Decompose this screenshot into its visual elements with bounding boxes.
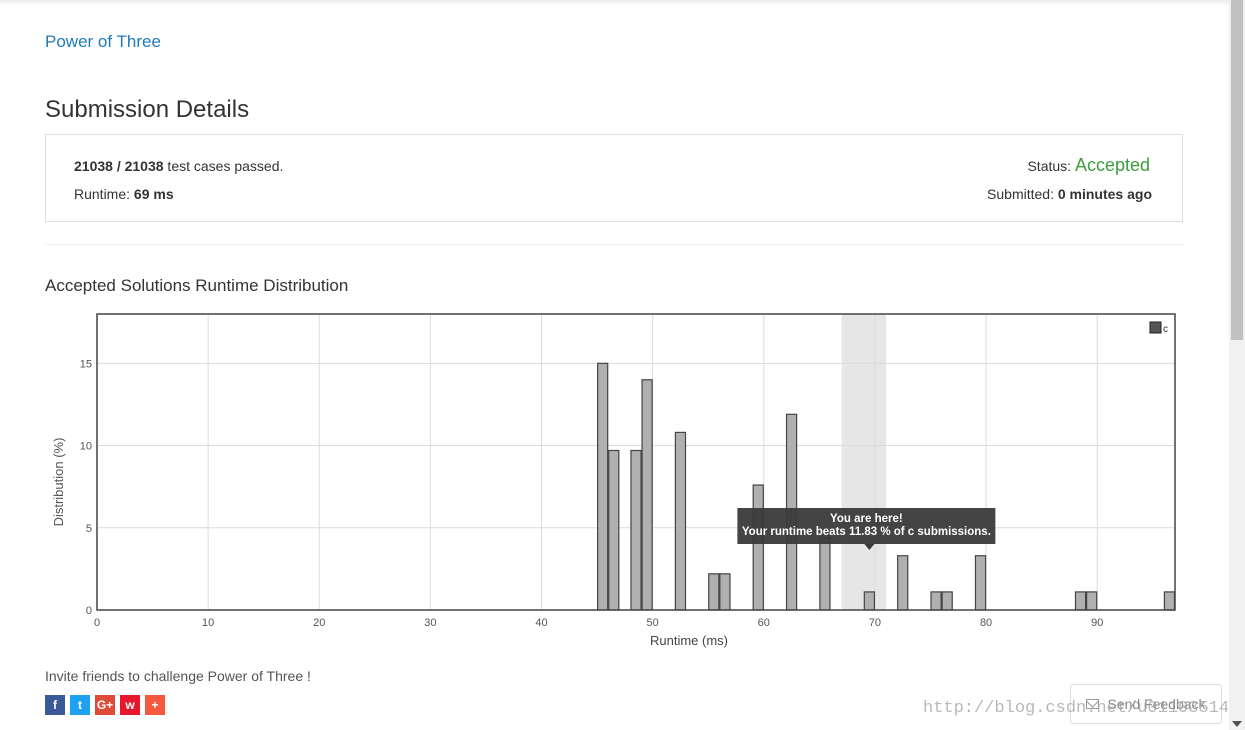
- twitter-icon[interactable]: t: [70, 695, 90, 715]
- distribution-bar: [974, 555, 987, 611]
- y-tick-label: 0: [86, 605, 92, 617]
- distribution-bar: [819, 537, 831, 611]
- y-axis-label: Distribution (%): [51, 438, 66, 527]
- y-tick-label: 5: [86, 523, 92, 535]
- distribution-bar: [674, 431, 687, 611]
- x-tick-label: 20: [313, 617, 325, 629]
- distribution-bar: [1074, 591, 1087, 611]
- distribution-bar: [630, 449, 642, 611]
- runtime-summary: Runtime: 69 ms: [74, 186, 174, 202]
- problem-link[interactable]: Power of Three: [45, 32, 161, 51]
- distribution-title: Accepted Solutions Runtime Distribution: [45, 276, 349, 295]
- your-runtime-band: [841, 314, 887, 610]
- submitted-label: Submitted:: [987, 186, 1058, 202]
- submitted-summary: Submitted: 0 minutes ago: [987, 186, 1152, 202]
- send-feedback-label: Send Feedback: [1107, 696, 1206, 712]
- distribution-bar: [752, 484, 764, 611]
- scroll-down-arrow-icon[interactable]: [1232, 721, 1242, 727]
- google-plus-icon[interactable]: G+: [95, 695, 115, 715]
- legend-swatch: [1149, 321, 1162, 334]
- tests-suffix: test cases passed.: [163, 158, 284, 174]
- distribution-bar: [1085, 591, 1098, 611]
- invite-text: Invite friends to challenge Power of Thr…: [45, 668, 311, 684]
- tooltip-body: Your runtime beats 11.83 % of c submissi…: [742, 526, 991, 538]
- tests-separator: /: [112, 158, 125, 174]
- send-feedback-button[interactable]: Send Feedback: [1070, 684, 1222, 724]
- x-tick-label: 10: [202, 617, 214, 629]
- distribution-bar: [930, 591, 942, 611]
- runtime-value: 69 ms: [133, 186, 174, 202]
- mail-icon: [1086, 699, 1100, 709]
- distribution-bar: [1163, 591, 1176, 611]
- tests-passed-count: 21038: [74, 158, 113, 174]
- x-tick-label: 80: [980, 617, 992, 629]
- x-tick-label: 50: [647, 617, 659, 629]
- distribution-bar: [608, 449, 620, 611]
- status-summary: Status: Accepted: [1027, 155, 1150, 176]
- submission-details-panel: 21038 / 21038 test cases passed. Runtime…: [45, 134, 1183, 222]
- x-tick-label: 60: [758, 617, 770, 629]
- x-tick-label: 0: [94, 617, 100, 629]
- section-divider: [45, 244, 1183, 245]
- runtime-tooltip: [737, 508, 996, 544]
- x-axis-label: Runtime (ms): [650, 633, 728, 648]
- y-tick-label: 15: [80, 358, 92, 370]
- test-cases-summary: 21038 / 21038 test cases passed.: [74, 158, 283, 174]
- runtime-label: Runtime:: [74, 186, 134, 202]
- distribution-bar: [597, 362, 609, 611]
- submitted-value: 0 minutes ago: [1057, 186, 1152, 202]
- plot-frame: [96, 313, 1176, 611]
- tests-total-count: 21038: [124, 158, 164, 174]
- distribution-bar: [641, 379, 653, 611]
- x-tick-label: 40: [535, 617, 547, 629]
- status-label: Status:: [1027, 158, 1075, 174]
- header-shadow: [0, 0, 1229, 6]
- distribution-bar: [941, 591, 953, 611]
- facebook-icon[interactable]: f: [45, 695, 65, 715]
- y-tick-label: 10: [80, 441, 92, 453]
- status-value[interactable]: Accepted: [1074, 155, 1150, 175]
- weibo-icon[interactable]: w: [120, 695, 140, 715]
- tooltip-pointer: [864, 544, 875, 550]
- distribution-bar: [897, 555, 909, 611]
- distribution-bar: [708, 573, 720, 611]
- share-buttons: f t G+ w +: [45, 695, 165, 715]
- scrollbar[interactable]: [1229, 0, 1245, 730]
- x-tick-label: 90: [1091, 617, 1103, 629]
- tooltip-title: You are here!: [830, 513, 903, 525]
- page-title: Submission Details: [45, 96, 250, 123]
- legend-label: c: [1163, 324, 1168, 335]
- x-tick-label: 70: [869, 617, 881, 629]
- distribution-bar: [719, 573, 731, 611]
- distribution-bar: [863, 591, 876, 611]
- scrollbar-thumb[interactable]: [1231, 0, 1243, 340]
- x-tick-label: 30: [424, 617, 436, 629]
- runtime-distribution-chart: 0 10 20 30 40 50 60 70 80 90 0 5 10 15 Runtime (ms) Dis…: [51, 313, 1176, 648]
- add-icon[interactable]: +: [145, 695, 165, 715]
